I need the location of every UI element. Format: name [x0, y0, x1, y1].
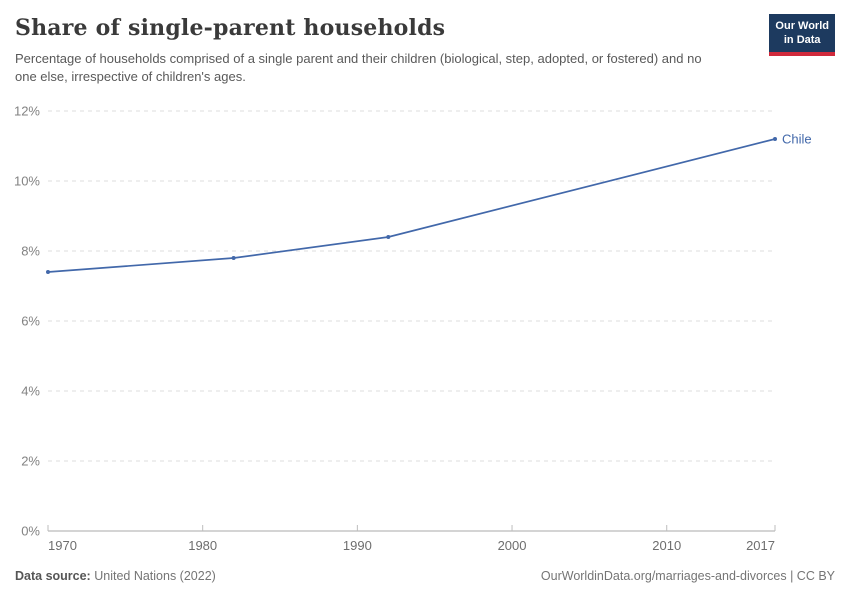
- data-point[interactable]: [386, 235, 391, 239]
- chart-subtitle: Percentage of households comprised of a …: [15, 51, 702, 84]
- x-tick-label: 2017: [746, 538, 775, 553]
- owid-logo[interactable]: Our World in Data: [769, 14, 835, 56]
- data-source-value: United Nations (2022): [94, 569, 216, 583]
- credit-link[interactable]: OurWorldinData.org/marriages-and-divorce…: [540, 569, 835, 583]
- data-source: Data source: United Nations (2022): [15, 569, 216, 583]
- x-tick-label: 2000: [498, 538, 527, 553]
- data-point[interactable]: [46, 270, 50, 274]
- series-end-label[interactable]: Chile: [782, 132, 812, 147]
- owid-logo-line2: in Data: [783, 34, 821, 47]
- x-tick-label: 1970: [48, 538, 77, 553]
- x-tick-label: 1980: [188, 538, 217, 553]
- y-tick-label: 2%: [21, 454, 40, 469]
- chart-footer: Data source: United Nations (2022) OurWo…: [15, 569, 835, 583]
- page-title: Share of single-parent households: [15, 15, 446, 41]
- owid-logo-line1: Our World: [775, 20, 829, 32]
- x-tick-label: 1990: [343, 538, 372, 553]
- y-tick-label: 8%: [21, 244, 40, 259]
- y-tick-label: 6%: [21, 314, 40, 329]
- series-line-chile[interactable]: [47, 138, 776, 273]
- data-point[interactable]: [773, 137, 777, 141]
- y-tick-label: 10%: [14, 174, 40, 189]
- data-point[interactable]: [231, 256, 236, 260]
- data-source-label: Data source:: [15, 569, 91, 583]
- y-tick-label: 0%: [21, 524, 40, 539]
- y-tick-label: 12%: [14, 104, 40, 119]
- x-tick-label: 2010: [652, 538, 681, 553]
- y-tick-label: 4%: [21, 384, 40, 399]
